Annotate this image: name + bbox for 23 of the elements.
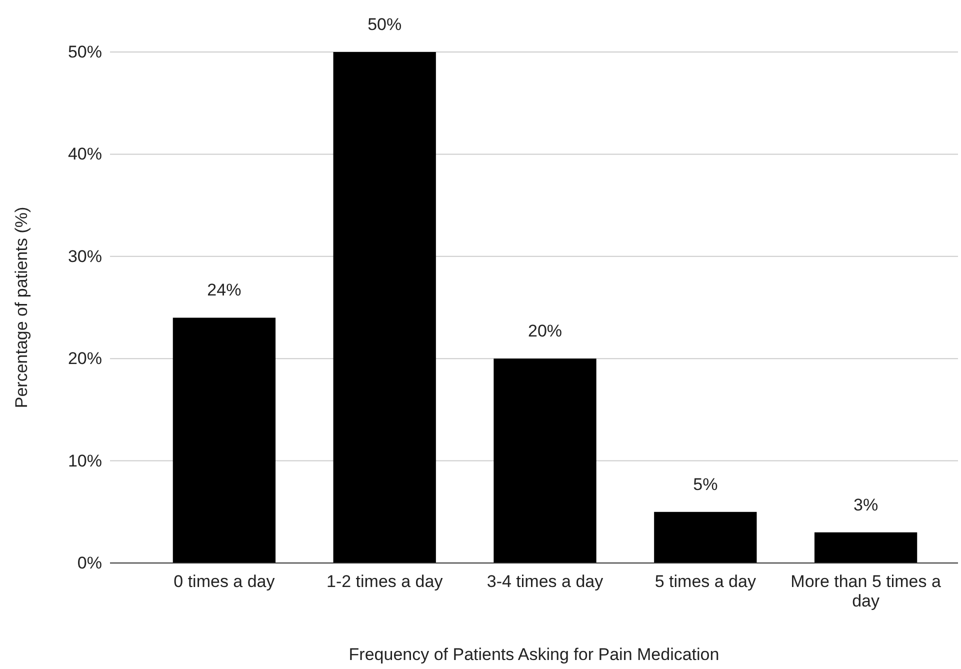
data-label: 3% [854, 495, 878, 514]
y-tick-label: 40% [68, 144, 102, 164]
bar [654, 512, 757, 563]
y-tick-label: 30% [68, 246, 102, 266]
bar [494, 358, 596, 563]
data-label: 24% [207, 280, 242, 300]
x-axis-title: Frequency of Patients Asking for Pain Medication [348, 645, 720, 664]
y-tick-label: 50% [68, 42, 102, 62]
x-tick-label: More than 5 times a day [790, 572, 942, 611]
y-axis-title: Percentage of patients (%) [12, 206, 31, 408]
bar [333, 52, 436, 563]
x-tick-label: 5 times a day [654, 572, 756, 592]
data-label: 50% [368, 15, 402, 34]
x-tick-label: 0 times a day [174, 572, 276, 592]
data-label: 5% [693, 474, 718, 494]
bar [814, 532, 918, 563]
y-tick-label: 0% [77, 553, 102, 572]
y-tick-label: 10% [68, 451, 102, 470]
y-tick-label: 20% [68, 349, 102, 368]
data-label: 20% [528, 322, 562, 341]
x-tick-label: 3-4 times a day [486, 572, 604, 592]
x-tick-label: 1-2 times a day [326, 572, 444, 592]
bar [172, 318, 276, 563]
